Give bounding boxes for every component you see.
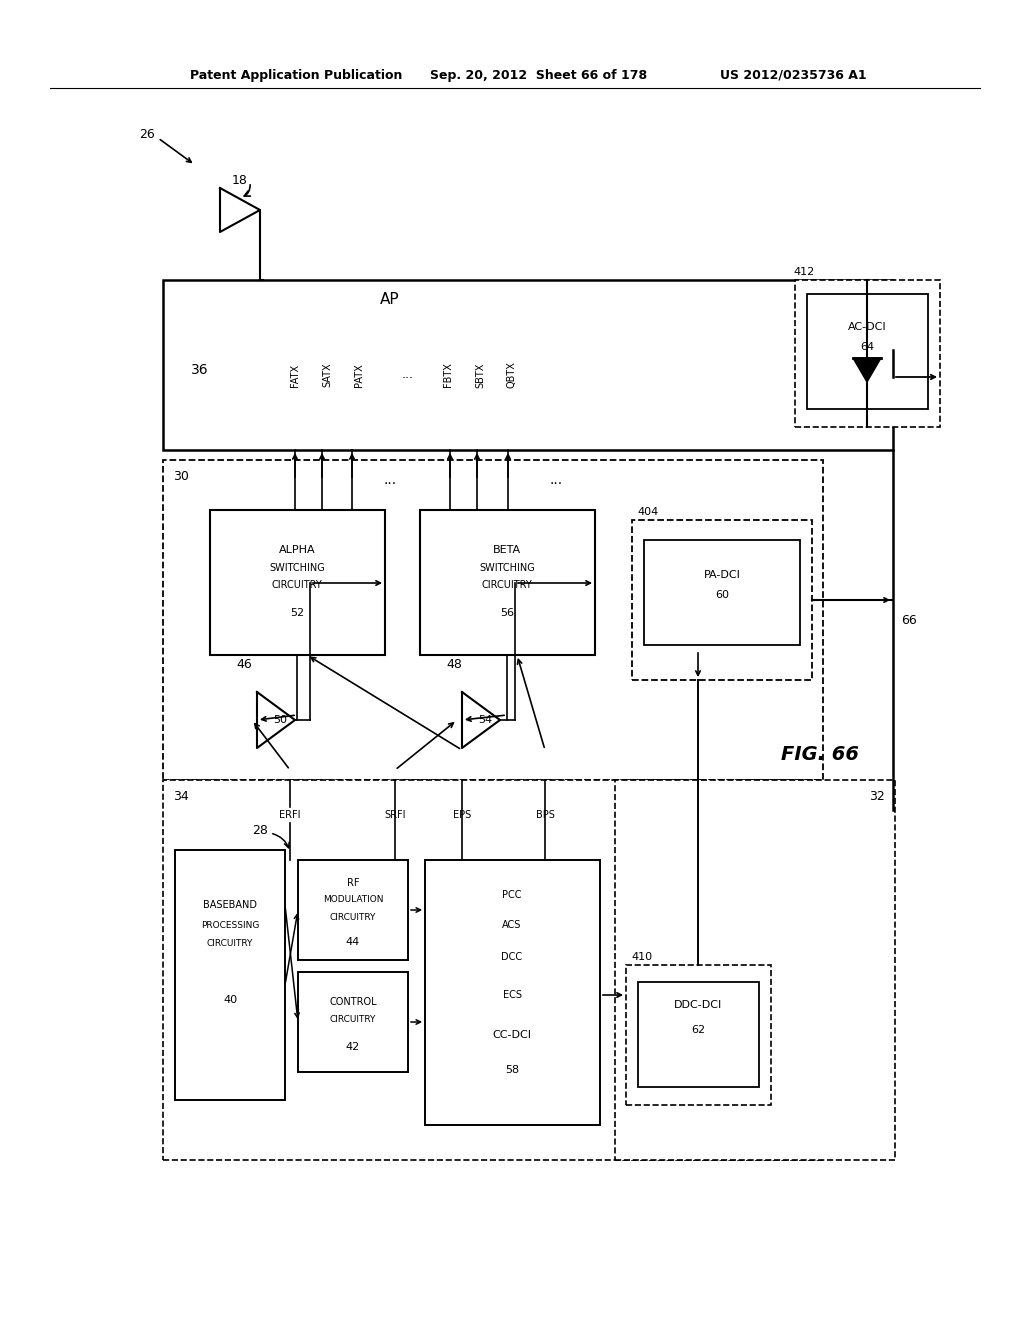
Text: 42: 42 — [346, 1041, 360, 1052]
Bar — [425, 861, 600, 1125]
Bar — [175, 850, 285, 1100]
Text: ...: ... — [402, 368, 414, 381]
Text: RF: RF — [347, 878, 359, 888]
Text: ACS: ACS — [503, 920, 521, 931]
Bar — [795, 280, 940, 426]
Bar — [298, 861, 408, 960]
Text: DCC: DCC — [502, 952, 522, 962]
Text: 52: 52 — [290, 609, 304, 618]
Text: CIRCUITRY: CIRCUITRY — [207, 939, 253, 948]
Bar — [626, 965, 771, 1105]
Text: BPS: BPS — [536, 810, 554, 820]
Text: ERFI: ERFI — [280, 810, 301, 820]
Text: 58: 58 — [505, 1065, 519, 1074]
Text: 412: 412 — [793, 267, 814, 277]
Text: 54: 54 — [478, 715, 493, 725]
Text: FBTX: FBTX — [443, 363, 453, 388]
Bar — [163, 280, 893, 450]
Text: ALPHA: ALPHA — [279, 545, 315, 554]
Text: SATX: SATX — [322, 363, 332, 387]
Text: 26: 26 — [139, 128, 155, 141]
Text: 66: 66 — [901, 614, 916, 627]
Text: DDC-DCI: DDC-DCI — [674, 1001, 722, 1010]
Text: CIRCUITRY: CIRCUITRY — [271, 579, 323, 590]
Text: PCC: PCC — [502, 890, 522, 900]
Text: 18: 18 — [232, 173, 248, 186]
Text: 40: 40 — [223, 995, 238, 1005]
Polygon shape — [257, 692, 295, 748]
Bar — [807, 294, 928, 409]
Text: Sep. 20, 2012  Sheet 66 of 178: Sep. 20, 2012 Sheet 66 of 178 — [430, 69, 647, 82]
Text: SRFI: SRFI — [384, 810, 406, 820]
Polygon shape — [220, 187, 260, 232]
Text: 64: 64 — [860, 342, 874, 352]
Text: QBTX: QBTX — [507, 362, 517, 388]
Text: CONTROL: CONTROL — [329, 997, 377, 1007]
Text: 34: 34 — [173, 789, 188, 803]
Text: 32: 32 — [869, 789, 885, 803]
Bar — [615, 780, 895, 1160]
Text: ...: ... — [550, 473, 562, 487]
Text: 60: 60 — [715, 590, 729, 601]
Text: Patent Application Publication: Patent Application Publication — [190, 69, 402, 82]
Bar — [638, 982, 759, 1086]
Text: AC-DCI: AC-DCI — [848, 322, 887, 333]
Text: 30: 30 — [173, 470, 188, 483]
Polygon shape — [853, 358, 881, 381]
Text: SWITCHING: SWITCHING — [269, 564, 325, 573]
Text: CIRCUITRY: CIRCUITRY — [330, 912, 376, 921]
Text: ...: ... — [383, 473, 396, 487]
Bar — [298, 972, 408, 1072]
Text: EPS: EPS — [453, 810, 471, 820]
Text: 404: 404 — [637, 507, 658, 517]
Text: US 2012/0235736 A1: US 2012/0235736 A1 — [720, 69, 866, 82]
Text: MODULATION: MODULATION — [323, 895, 383, 904]
Bar — [420, 510, 595, 655]
Text: 62: 62 — [691, 1026, 706, 1035]
Text: ECS: ECS — [503, 990, 521, 1001]
Bar — [163, 780, 823, 1160]
Bar — [632, 520, 812, 680]
Text: PATX: PATX — [354, 363, 364, 387]
Text: FATX: FATX — [290, 363, 300, 387]
Text: 56: 56 — [500, 609, 514, 618]
Text: CC-DCI: CC-DCI — [493, 1030, 531, 1040]
Text: FIG. 66: FIG. 66 — [781, 746, 859, 764]
FancyArrowPatch shape — [245, 185, 251, 197]
Text: 44: 44 — [346, 937, 360, 946]
Text: 50: 50 — [273, 715, 287, 725]
Text: BETA: BETA — [493, 545, 521, 554]
Text: 410: 410 — [631, 952, 652, 962]
Text: BASEBAND: BASEBAND — [203, 900, 257, 909]
Bar — [163, 459, 823, 780]
Text: PA-DCI: PA-DCI — [703, 570, 740, 579]
Bar — [644, 540, 800, 645]
Bar — [210, 510, 385, 655]
Text: CIRCUITRY: CIRCUITRY — [481, 579, 532, 590]
Text: PROCESSING: PROCESSING — [201, 920, 259, 929]
Polygon shape — [462, 692, 500, 748]
Text: SBTX: SBTX — [475, 362, 485, 388]
Text: 28: 28 — [252, 824, 268, 837]
Text: 48: 48 — [446, 659, 462, 672]
FancyArrowPatch shape — [272, 834, 289, 847]
Text: AP: AP — [380, 293, 399, 308]
Text: SWITCHING: SWITCHING — [479, 564, 535, 573]
Text: CIRCUITRY: CIRCUITRY — [330, 1015, 376, 1023]
Text: 46: 46 — [237, 659, 252, 672]
Text: 36: 36 — [191, 363, 209, 378]
